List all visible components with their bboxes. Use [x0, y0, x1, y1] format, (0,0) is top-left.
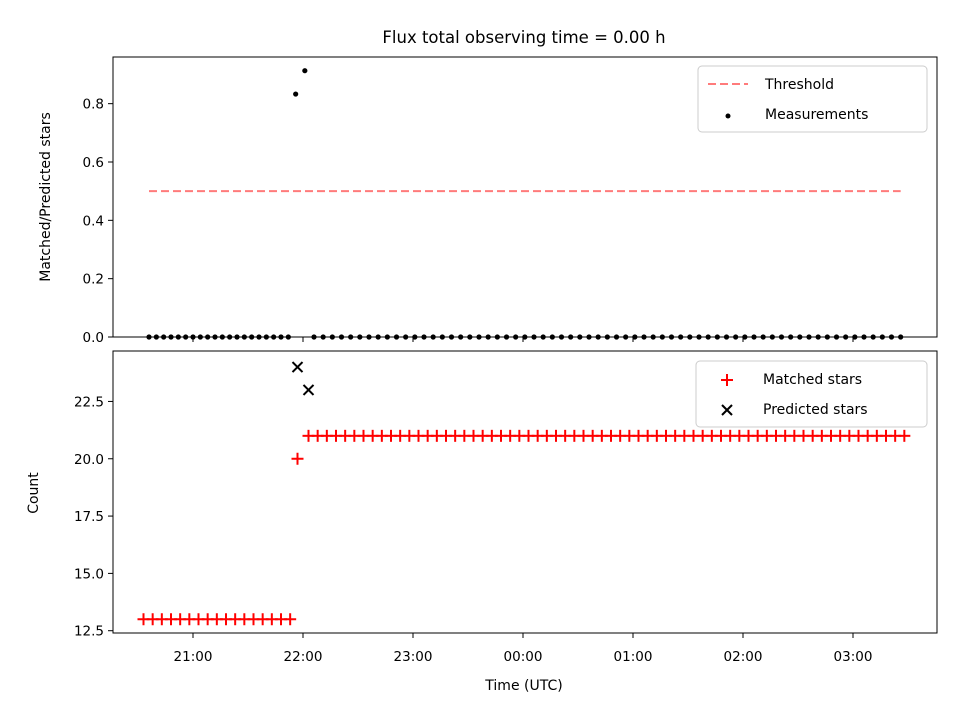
bottom-y-tick-label: 15.0 — [74, 566, 104, 582]
count-points-layer — [137, 361, 911, 626]
x-tick-label: 00:00 — [504, 649, 543, 665]
bottom-legend: Matched stars Predicted stars — [695, 360, 928, 428]
legend-predicted-label: Predicted stars — [763, 402, 868, 418]
measurement-point — [302, 68, 308, 74]
bottom-y-tick-label: 20.0 — [74, 452, 104, 468]
legend-matched-label: Matched stars — [763, 372, 862, 388]
top-y-tick-label: 0.0 — [83, 330, 104, 346]
top-y-axis-label: Matched/Predicted stars — [38, 112, 54, 282]
top-y-ticks: 0.0 0.2 0.4 0.6 0.8 — [83, 97, 113, 346]
legend-threshold-label: Threshold — [764, 77, 834, 93]
predicted-star-mark-b — [291, 361, 304, 373]
x-tick-label: 22:00 — [284, 649, 323, 665]
top-x-ticks — [192, 337, 854, 342]
bottom-y-axis-label: Count — [26, 472, 42, 514]
predicted-star-mark-b — [302, 384, 315, 396]
top-legend: Threshold Measurements — [697, 65, 928, 133]
top-y-tick-label: 0.6 — [83, 155, 104, 171]
x-tick-label: 21:00 — [174, 649, 213, 665]
matched-star-point — [291, 452, 304, 465]
legend-measurements-marker — [725, 113, 731, 119]
x-tick-label: 02:00 — [724, 649, 763, 665]
legend-predicted-marker — [721, 404, 733, 416]
x-tick-label: 23:00 — [394, 649, 433, 665]
matched-star-point — [898, 429, 911, 442]
matched-star-point — [284, 613, 297, 626]
top-y-tick-label: 0.2 — [83, 272, 104, 288]
top-y-tick-label: 0.4 — [83, 213, 104, 229]
legend-measurements-label: Measurements — [765, 107, 868, 123]
bottom-y-tick-label: 22.5 — [74, 394, 104, 410]
x-tick-label: 01:00 — [614, 649, 653, 665]
x-axis-label: Time (UTC) — [484, 678, 562, 694]
top-y-tick-label: 0.8 — [83, 97, 104, 113]
top-plot-frame — [112, 56, 938, 338]
bottom-y-ticks: 12.5 15.0 17.5 20.0 22.5 — [74, 394, 113, 640]
bottom-panel: 12.5 15.0 17.5 20.0 22.5 21:00 22:00 23:00 00:0… — [26, 350, 938, 694]
legend-matched-marker — [721, 374, 733, 386]
predicted-star-point — [291, 361, 304, 373]
bottom-y-tick-label: 12.5 — [74, 624, 104, 640]
bottom-y-tick-label: 17.5 — [74, 509, 104, 525]
chart-title: Flux total observing time = 0.00 h — [382, 28, 665, 47]
predicted-star-point — [302, 384, 315, 396]
x-tick-label: 03:00 — [834, 649, 873, 665]
bottom-plot-frame — [112, 350, 938, 634]
measurement-point — [293, 91, 299, 97]
top-panel: 0.00.20.40.60.8 Matched/Predicted stars … — [38, 56, 938, 346]
bottom-x-ticks: 21:00 22:00 23:00 00:00 01:00 02:00 03:00 — [174, 633, 873, 665]
